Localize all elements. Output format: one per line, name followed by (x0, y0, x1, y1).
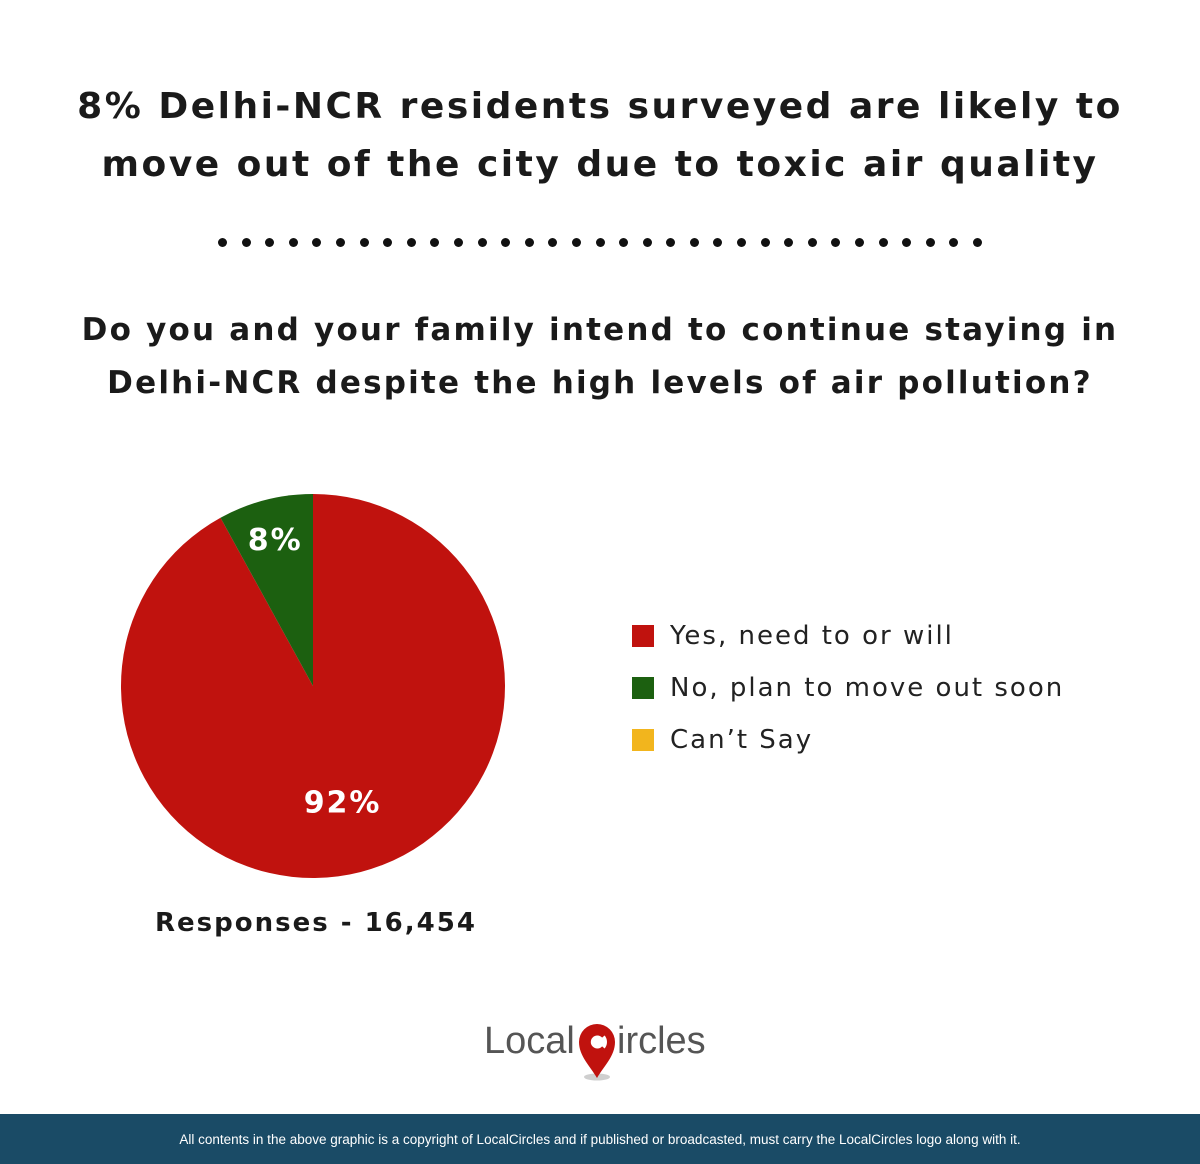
question-line-1: Do you and your family intend to continu… (81, 312, 1119, 348)
legend-item-no: No, plan to move out soon (632, 662, 1064, 714)
divider-dot (855, 238, 865, 247)
divider-dot (359, 238, 369, 247)
divider-dot (595, 238, 605, 247)
logo-text-ircles: ircles (617, 1020, 706, 1062)
divider-dot (973, 238, 982, 247)
divider-dot (878, 238, 888, 247)
divider-dot (312, 238, 322, 247)
divider-dot (335, 238, 345, 247)
copyright-footer: All contents in the above graphic is a c… (0, 1114, 1200, 1164)
divider-dot (406, 238, 416, 247)
location-pin-icon (579, 1024, 615, 1081)
pie-slice-yes (121, 494, 506, 878)
divider-dot (689, 238, 699, 247)
divider-dot (902, 238, 912, 247)
divider-dot (949, 238, 959, 247)
legend-item-cant-say: Can’t Say (632, 714, 1064, 766)
divider-dot (241, 238, 251, 247)
page-title: 8% Delhi-NCR residents surveyed are like… (0, 78, 1200, 194)
chart-legend: Yes, need to or will No, plan to move ou… (632, 610, 1064, 766)
responses-count: Responses - 16,454 (155, 908, 477, 938)
divider-dot (477, 238, 487, 247)
divider-dot (831, 238, 841, 247)
divider-dot (430, 238, 440, 247)
divider-dot (265, 238, 275, 247)
legend-label-no: No, plan to move out soon (670, 673, 1065, 703)
legend-label-cant-say: Can’t Say (670, 725, 814, 755)
divider-dot (218, 238, 227, 247)
legend-item-yes: Yes, need to or will (632, 610, 1064, 662)
logo-text-local: Local (484, 1020, 575, 1062)
divider-dot (737, 238, 747, 247)
divider-dot (642, 238, 652, 247)
survey-question: Do you and your family intend to continu… (0, 304, 1200, 410)
legend-swatch-cant-say (632, 729, 654, 751)
divider-dot (288, 238, 298, 247)
divider-dot (784, 238, 794, 247)
pie-label-yes: 92% (304, 785, 382, 820)
localcircles-logo: Local ircles (484, 1012, 724, 1092)
divider-dot (524, 238, 534, 247)
divider-dot (807, 238, 817, 247)
divider-dot (925, 238, 935, 247)
title-line-2: move out of the city due to toxic air qu… (101, 144, 1099, 185)
divider-dot (383, 238, 393, 247)
legend-swatch-yes (632, 625, 654, 647)
pie-label-no: 8% (248, 523, 303, 558)
pie-slice-no (220, 494, 313, 686)
divider-dot (619, 238, 629, 247)
divider-dot (760, 238, 770, 247)
divider-dot (713, 238, 723, 247)
question-line-2: Delhi-NCR despite the high levels of air… (107, 365, 1093, 401)
legend-label-yes: Yes, need to or will (670, 621, 954, 651)
divider-dot (453, 238, 463, 247)
divider-dot (571, 238, 581, 247)
divider-dot (666, 238, 676, 247)
divider-dot (548, 238, 558, 247)
title-line-1: 8% Delhi-NCR residents surveyed are like… (77, 86, 1123, 127)
divider-dot (501, 238, 511, 247)
legend-swatch-no (632, 677, 654, 699)
dotted-divider (218, 238, 982, 247)
